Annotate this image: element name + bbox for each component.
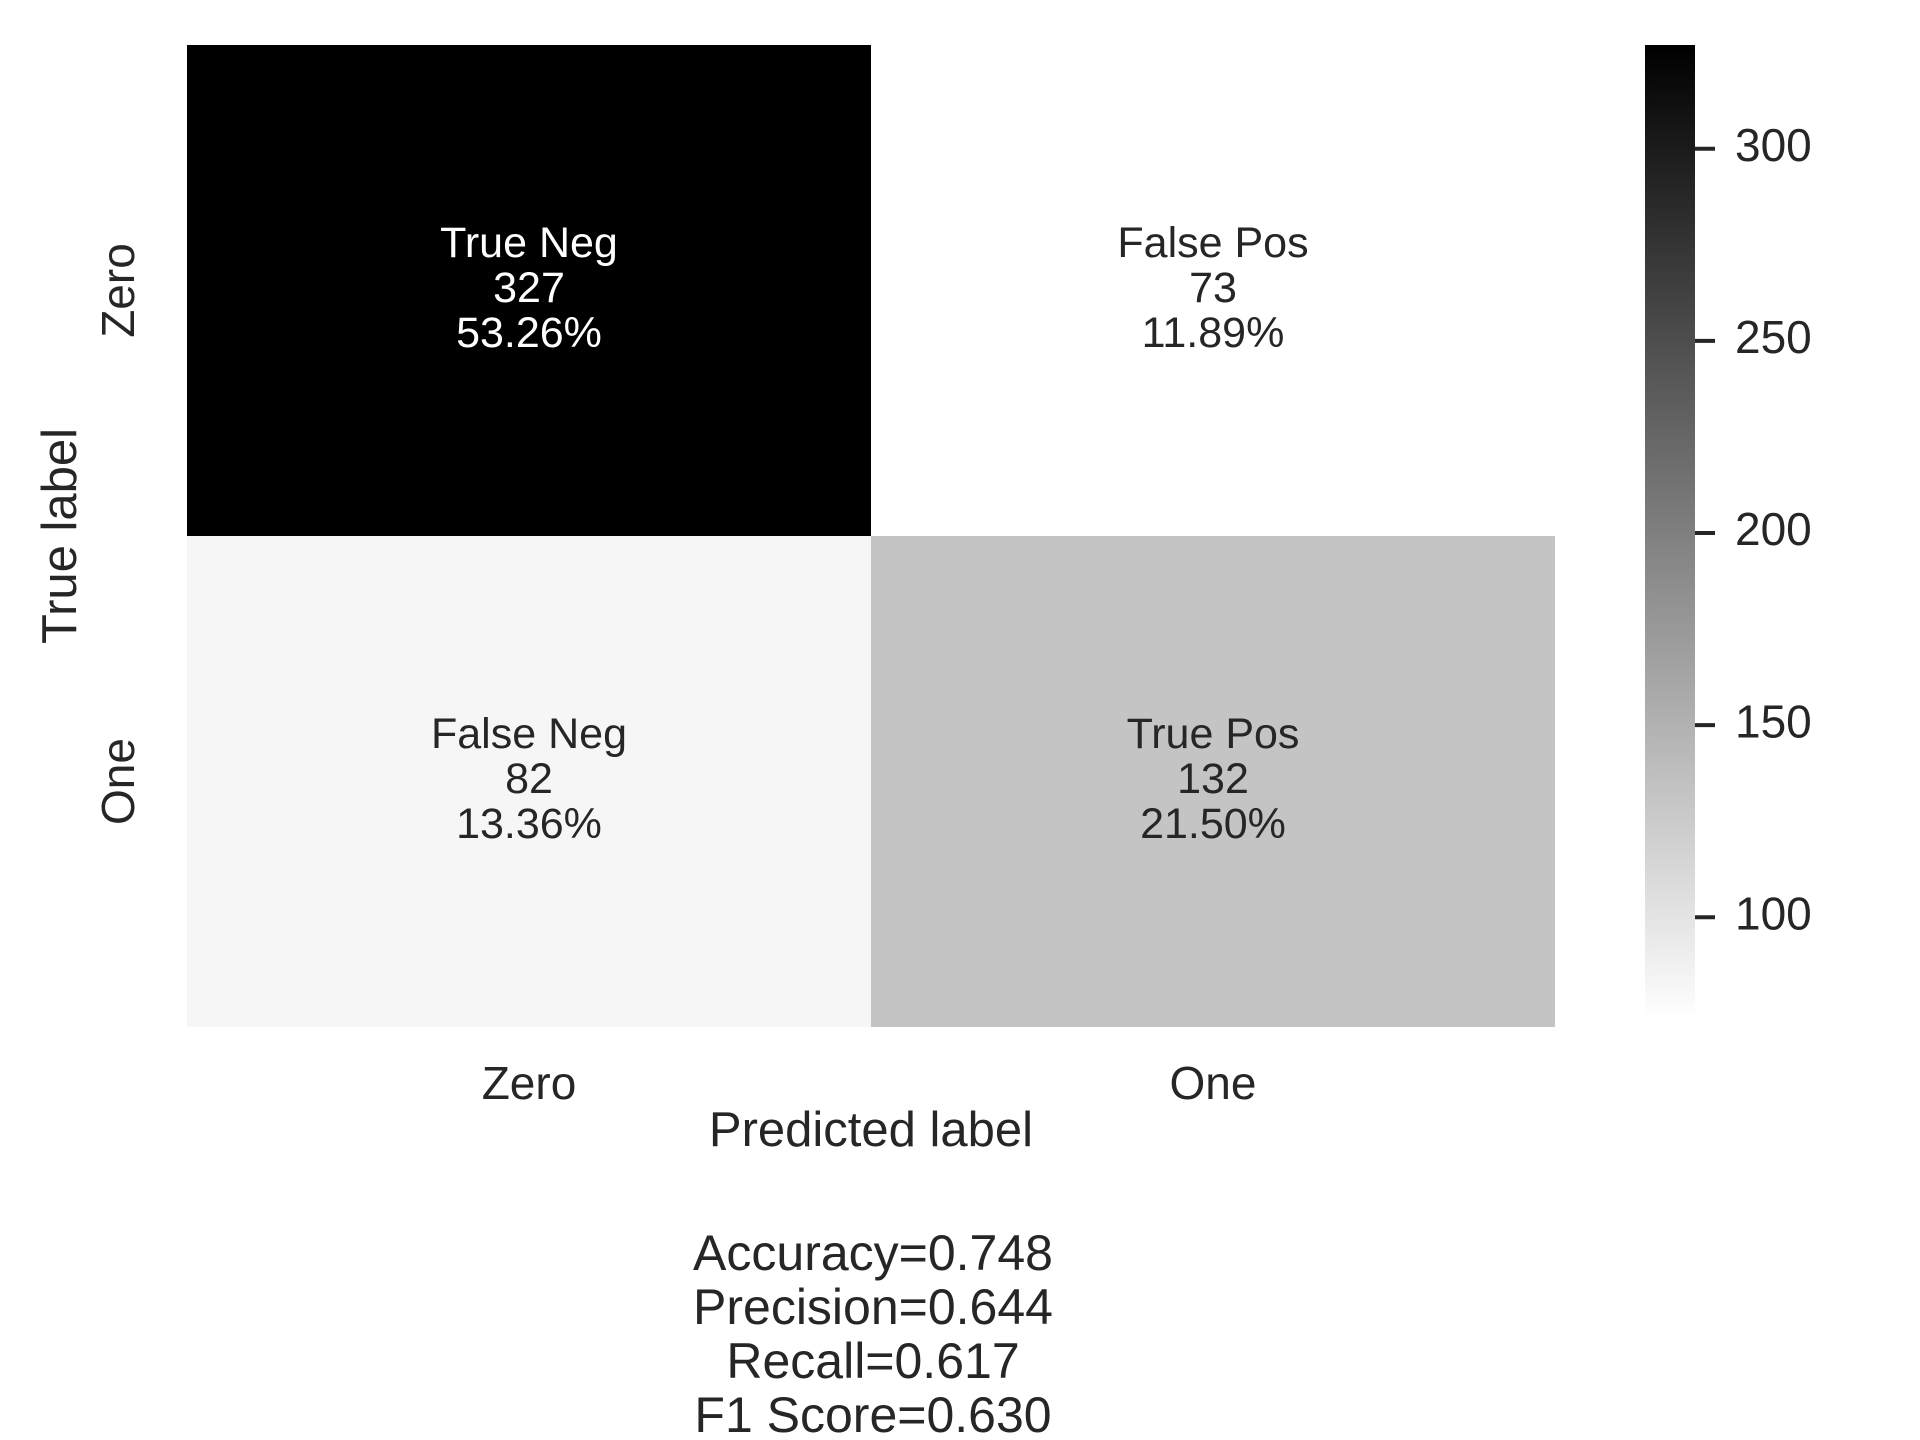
- metric-line: F1 Score=0.630: [694, 1387, 1051, 1440]
- heatmap-cell: [187, 536, 871, 1027]
- cell-percent-label: 53.26%: [456, 309, 602, 357]
- colorbar-gradient: [1645, 45, 1695, 1021]
- metric-line: Recall=0.617: [726, 1333, 1019, 1389]
- colorbar-tick-label: 100: [1735, 887, 1812, 939]
- cell-count-label: 73: [1189, 264, 1237, 312]
- metrics-text: Accuracy=0.748Precision=0.644Recall=0.61…: [693, 1225, 1053, 1440]
- y-axis-label: True label: [33, 428, 87, 644]
- heatmap-cell: [187, 45, 871, 536]
- x-axis-label: Predicted label: [709, 1103, 1033, 1157]
- axis-ticks: Zero One Zero One: [92, 243, 1256, 1109]
- cell-percent-label: 13.36%: [456, 800, 602, 848]
- cell-percent-label: 11.89%: [1142, 309, 1285, 357]
- x-tick-label: One: [1170, 1057, 1257, 1109]
- heatmap-cell: [871, 536, 1555, 1027]
- heatmap-cell: [871, 45, 1555, 536]
- y-tick-label: One: [92, 738, 144, 825]
- colorbar-tick-label: 300: [1735, 119, 1812, 171]
- colorbar: 100 150 200 250 300: [1645, 45, 1812, 1021]
- cell-name-label: False Neg: [431, 710, 627, 758]
- cell-count-label: 82: [505, 755, 553, 803]
- cell-name-label: False Pos: [1117, 219, 1308, 267]
- metric-line: Precision=0.644: [693, 1279, 1053, 1335]
- colorbar-tick-label: 200: [1735, 503, 1812, 555]
- cell-count-label: 132: [1177, 755, 1249, 803]
- x-tick-label: Zero: [482, 1057, 577, 1109]
- colorbar-tick-label: 150: [1735, 695, 1812, 747]
- metric-line: Accuracy=0.748: [693, 1225, 1053, 1281]
- colorbar-tick-label: 250: [1735, 311, 1812, 363]
- cell-name-label: True Pos: [1127, 710, 1300, 758]
- y-tick-label: Zero: [92, 243, 144, 338]
- cell-count-label: 327: [493, 264, 565, 312]
- cell-percent-label: 21.50%: [1140, 800, 1286, 848]
- cell-name-label: True Neg: [440, 219, 618, 267]
